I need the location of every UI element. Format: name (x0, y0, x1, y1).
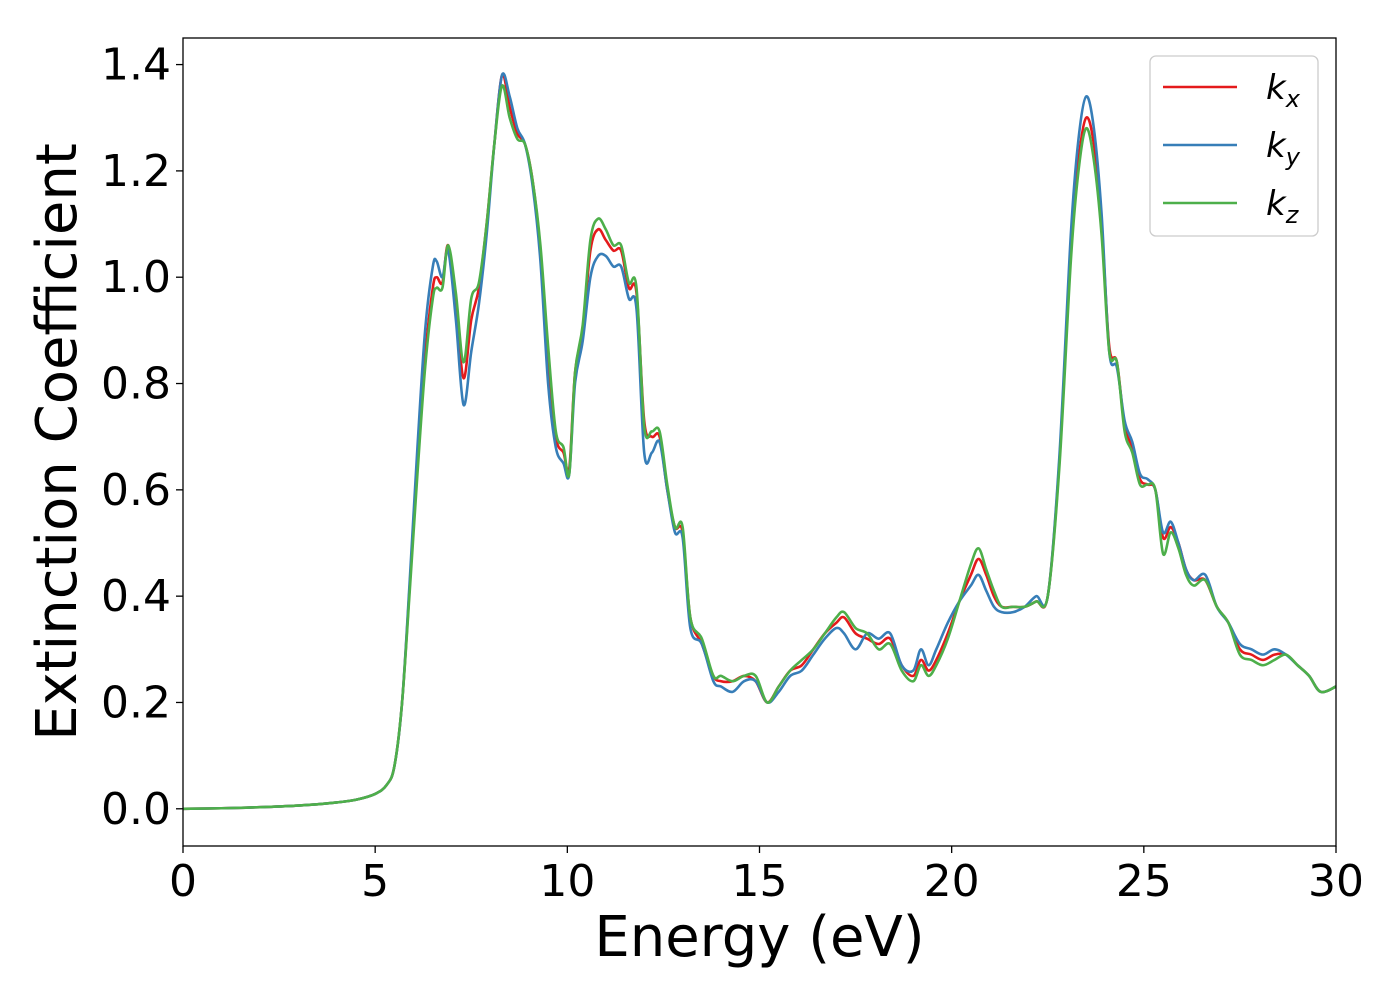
y-tick-label: 0.6 (101, 465, 171, 516)
legend-label-y: ky (1266, 126, 1301, 171)
y-tick-label: 0.4 (101, 571, 171, 622)
y-tick-label: 0.0 (101, 784, 171, 835)
x-axis: 0 5 10 15 20 25 30 (169, 846, 1364, 907)
y-tick-label: 0.2 (101, 677, 171, 728)
x-tick-label: 5 (361, 856, 389, 907)
legend-label-x: kx (1266, 68, 1301, 113)
legend: kx ky kz (1149, 55, 1319, 237)
y-tick-label: 1.4 (101, 40, 171, 91)
y-tick-label: 1.0 (101, 252, 171, 303)
x-tick-label: 0 (169, 856, 197, 907)
y-axis: 0.0 0.2 0.4 0.6 0.8 1.0 1.2 1.4 (101, 40, 183, 835)
y-tick-label: 1.2 (101, 146, 171, 197)
x-tick-label: 15 (732, 856, 788, 907)
x-tick-label: 25 (1116, 856, 1172, 907)
y-tick-label: 0.8 (101, 359, 171, 410)
legend-label-z: kz (1266, 184, 1300, 229)
series-line-z (183, 84, 1336, 811)
y-axis-label: Extinction Coefficient (25, 143, 90, 741)
series-layer (183, 72, 1336, 811)
x-tick-label: 30 (1308, 856, 1364, 907)
x-tick-label: 20 (924, 856, 980, 907)
x-axis-label: Energy (eV) (594, 905, 924, 970)
x-tick-label: 10 (539, 856, 595, 907)
